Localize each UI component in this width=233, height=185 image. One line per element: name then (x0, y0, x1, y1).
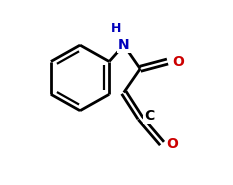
Text: O: O (172, 55, 184, 68)
Text: H: H (111, 22, 122, 35)
Text: C: C (144, 109, 154, 123)
Text: O: O (167, 137, 178, 151)
Text: N: N (118, 38, 130, 52)
